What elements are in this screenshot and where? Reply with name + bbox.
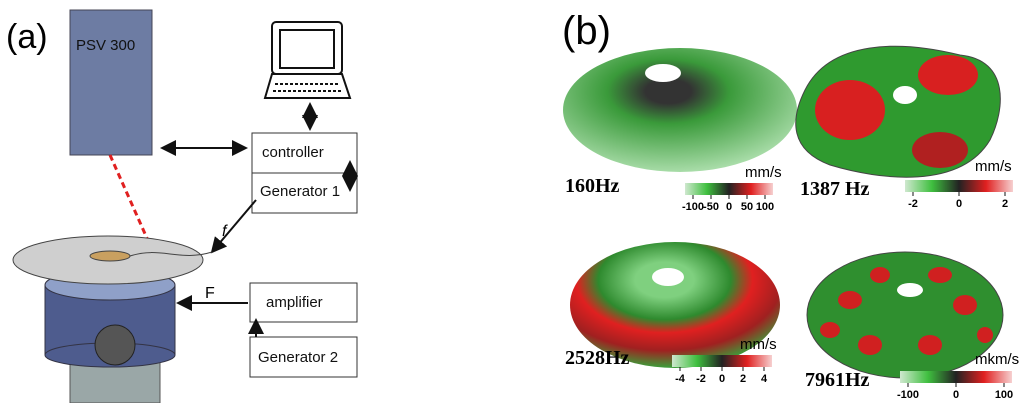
generator-label: Generator 2	[258, 349, 338, 366]
tick-label: 0	[726, 201, 732, 213]
mode-shape	[563, 48, 797, 172]
mode-shape	[807, 252, 1003, 378]
panel-a: (a) PSV 300 controller Generator 1 f amp…	[6, 10, 357, 403]
hole	[645, 64, 681, 82]
tick-label: 2	[740, 373, 746, 385]
tick-label: -2	[696, 373, 706, 385]
tick-label: 100	[995, 389, 1013, 401]
tick-label: -100	[897, 389, 919, 401]
force-label: F	[205, 285, 215, 302]
amplifier-label: amplifier	[266, 294, 323, 311]
laser-beam	[110, 155, 150, 245]
controller-label: controller	[262, 144, 324, 161]
tick-label: -50	[703, 201, 719, 213]
figure: (a) PSV 300 controller Generator 1 f amp…	[0, 0, 1023, 403]
tick-label: -100	[682, 201, 704, 213]
unit-label: mm/s	[975, 158, 1012, 175]
frequency-label: 2528Hz	[565, 347, 630, 369]
frequency-label: 1387 Hz	[800, 178, 870, 200]
shaker	[13, 236, 212, 403]
colorbar	[685, 183, 773, 195]
vibrometer	[70, 10, 152, 155]
computer	[265, 22, 350, 98]
unit-label: mm/s	[745, 164, 782, 181]
tick-label: 2	[1002, 198, 1008, 210]
tick-label: -4	[675, 373, 686, 385]
hole	[652, 268, 684, 286]
panel-label: (b)	[562, 9, 611, 53]
tick-label: 100	[756, 201, 774, 213]
arrow	[212, 200, 256, 252]
panel-b: (b)	[562, 9, 1003, 378]
unit-label: mkm/s	[975, 351, 1019, 368]
tick-label: 0	[953, 389, 959, 401]
tick-label: 4	[761, 373, 768, 385]
unit-label: mm/s	[740, 336, 777, 353]
frequency-label: 7961Hz	[805, 369, 870, 391]
colorbar	[905, 180, 1013, 192]
tick-label: 0	[719, 373, 725, 385]
panel-label: (a)	[6, 18, 48, 56]
vibrometer-label: PSV 300	[76, 37, 135, 54]
colorbar	[900, 371, 1012, 383]
generator-label: Generator 1	[260, 183, 340, 200]
tick-label: -2	[908, 198, 918, 210]
tick-label: 0	[956, 198, 962, 210]
frequency-label: 160Hz	[565, 175, 620, 197]
tick-label: 50	[741, 201, 753, 213]
signal-label: f	[222, 223, 228, 240]
colorbar	[672, 355, 772, 367]
